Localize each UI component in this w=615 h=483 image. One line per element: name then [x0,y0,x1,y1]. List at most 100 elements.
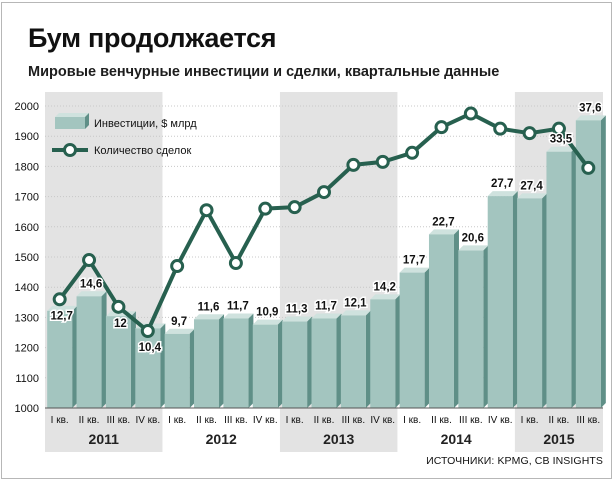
year-label: 2012 [206,431,237,447]
deals-point [581,160,596,175]
bar-top [252,319,283,325]
x-tick-label: III кв. [577,415,601,426]
deals-point [551,121,566,136]
bar [428,234,454,408]
bar [223,318,249,408]
bar-top [370,294,401,300]
bar [164,333,190,408]
bar-value-label: 10,9 [256,307,278,319]
bar [340,315,366,408]
y-tick-label: 2000 [15,101,39,113]
legend-line-marker [63,143,77,157]
deals-point [493,121,508,136]
bar-side [219,314,225,408]
bar [105,316,131,408]
deals-point [317,185,331,200]
bar-top [76,291,107,297]
bar-side [72,305,78,408]
bar [76,296,102,408]
deals-point [375,154,390,169]
x-tick-label: I кв. [286,415,304,426]
bar [370,299,396,408]
bar-side [395,294,401,408]
deals-point [82,253,97,268]
deals-point [522,126,537,141]
y-tick-label: 1600 [15,222,39,234]
deals-point [228,256,243,271]
bar-side [101,291,107,408]
bar-side [277,319,283,408]
x-tick-label: I кв. [521,415,539,426]
y-tick-label: 1000 [15,403,39,415]
x-tick-label: I кв. [168,415,186,426]
year-label: 2014 [441,431,472,447]
x-tick-label: II кв. [431,415,452,426]
y-tick-label: 1200 [15,343,39,355]
bar-value-label: 12 [114,318,127,330]
x-tick-label: I кв. [403,415,421,426]
bar [458,250,484,408]
bar-side [483,245,489,408]
deals-point [434,120,449,135]
bar-value-label: 20,6 [462,232,484,244]
bar-value-label: 33,5 [550,134,573,146]
bar [487,196,513,408]
x-tick-label: IV кв. [135,415,160,426]
legend-bar-swatch-top [55,113,89,117]
x-tick-label: I кв. [51,415,69,426]
deals-point [140,323,155,338]
deals-point [405,145,420,160]
legend-bar-swatch-side [85,113,89,129]
bar-top [340,310,371,316]
bar-value-label: 11,6 [198,301,220,313]
x-tick-label: III кв. [224,415,248,426]
bar-top [428,229,459,235]
y-tick-label: 1700 [15,192,39,204]
y-tick-label: 1100 [15,373,39,385]
bar-top [223,313,254,319]
chart-title: Бум продолжается [28,23,277,53]
bar-value-label: 12,1 [344,297,367,309]
bar [546,151,572,408]
bar-value-label: 10,4 [139,342,162,354]
bar [399,272,425,408]
bar-top [575,115,606,121]
bar-value-label: 22,7 [432,216,454,228]
x-tick-label: II кв. [314,415,335,426]
year-label: 2013 [323,431,354,447]
bar-top [546,146,577,152]
bar-side [130,311,136,408]
bar-side [424,267,430,408]
bar-value-label: 27,7 [491,178,513,190]
bar-value-label: 9,7 [171,316,187,328]
bar-side [307,316,313,408]
x-tick-label: II кв. [79,415,100,426]
bar-value-label: 11,7 [227,300,249,312]
year-label: 2011 [89,431,120,447]
bar-value-label: 14,2 [374,281,396,293]
source-note: ИСТОЧНИКИ: KPMG, CB INSIGHTS [426,455,603,467]
bar-top [282,316,313,322]
x-tick-label: IV кв. [488,415,513,426]
deals-point [258,201,273,216]
bar [517,198,543,408]
bar-side [512,191,518,408]
bar-value-label: 17,7 [403,255,425,267]
x-tick-label: IV кв. [253,415,278,426]
bar-value-label: 27,4 [520,180,543,192]
bar-side [248,313,254,408]
bar-value-label: 14,6 [80,278,102,290]
bar-top [194,314,225,320]
deals-point [287,200,302,215]
bar [194,319,220,408]
bar [252,324,278,408]
bar-top [517,193,548,199]
bar-side [365,310,371,408]
x-tick-label: II кв. [549,415,570,426]
deals-point [170,259,185,274]
bar-side [189,328,195,408]
y-tick-label: 1400 [15,282,39,294]
x-tick-label: II кв. [196,415,217,426]
bar-value-label: 11,3 [286,304,308,316]
